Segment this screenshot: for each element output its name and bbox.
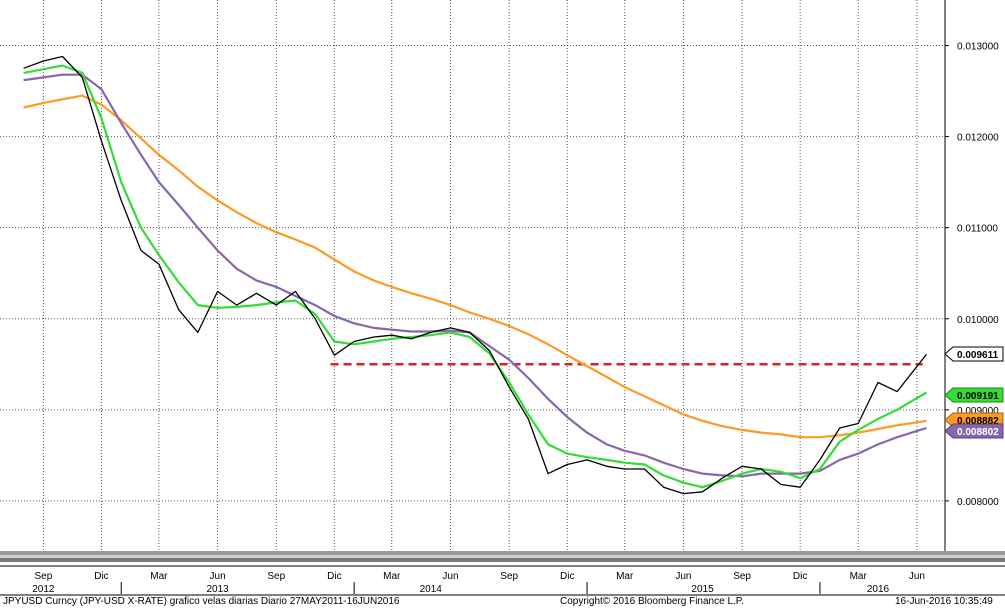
- long-moving-average-line: [23, 94, 927, 439]
- footer-timestamp: 16-Jun-2016 10:35:49: [895, 596, 993, 607]
- year-label: 2012: [32, 584, 55, 595]
- x-tick-label: Jun: [442, 571, 458, 582]
- series-layer: [23, 55, 928, 495]
- year-label: 2015: [691, 584, 714, 595]
- value-tag: 0.009191: [944, 387, 1004, 403]
- value-tag: 0.009611: [944, 346, 1004, 362]
- price-line: [23, 55, 928, 495]
- y-tick-label: 0.010000: [957, 315, 999, 326]
- axes: 0.013000 0.012000 0.011000 0.010000 0.009000…: [0, 0, 1005, 596]
- x-tick-label: Sep: [34, 571, 52, 582]
- value-tag-label: 0.008882: [957, 416, 999, 427]
- y-tick-label: 0.009000: [957, 406, 999, 417]
- x-tick-label: Dic: [327, 571, 341, 582]
- x-tick-label: Mar: [383, 571, 401, 582]
- footer-copyright: Copyright© 2016 Bloomberg Finance L.P.: [560, 596, 744, 607]
- footer-source: JPYUSD Curncy (JPY-USD X-RATE) grafico v…: [3, 596, 400, 607]
- value-tag-box: [944, 423, 1004, 439]
- y-tick-label: 0.013000: [957, 42, 999, 53]
- bottom-bar: [0, 555, 1005, 558]
- value-tag-label: 0.009191: [957, 391, 999, 402]
- y-tick-label: 0.012000: [957, 133, 999, 144]
- y-tick-label: 0.011000: [957, 224, 998, 235]
- value-tag-box: [944, 387, 1004, 403]
- year-label: 2014: [420, 584, 443, 595]
- y-tick-label: 0.008000: [957, 497, 999, 508]
- x-tick-label: Mar: [150, 571, 168, 582]
- x-tick-label: Dic: [793, 571, 807, 582]
- value-tag-label: 0.009611: [957, 350, 999, 361]
- short-moving-average-line: [23, 64, 928, 489]
- x-tick-label: Dic: [560, 571, 574, 582]
- grid-lines: [0, 0, 945, 551]
- x-tick-label: Jun: [210, 571, 226, 582]
- bottom-bar: [0, 551, 1005, 555]
- x-tick-label: Sep: [733, 571, 751, 582]
- x-tick-label: Jun: [675, 571, 691, 582]
- footer: JPYUSD Curncy (JPY-USD X-RATE) grafico v…: [3, 596, 993, 607]
- bottom-bar: [0, 558, 1005, 562]
- x-tick-label: Dic: [94, 571, 108, 582]
- x-tick-label: Sep: [267, 571, 285, 582]
- value-tag-box: [944, 346, 1004, 362]
- year-label: 2016: [867, 584, 890, 595]
- x-tick-label: Sep: [500, 571, 518, 582]
- value-tag-label: 0.008802: [957, 427, 999, 438]
- x-tick-label: Mar: [850, 571, 868, 582]
- value-tag: 0.008802: [944, 423, 1004, 439]
- year-label: 2013: [206, 584, 229, 595]
- x-tick-label: Mar: [616, 571, 634, 582]
- x-tick-label: Jun: [909, 571, 925, 582]
